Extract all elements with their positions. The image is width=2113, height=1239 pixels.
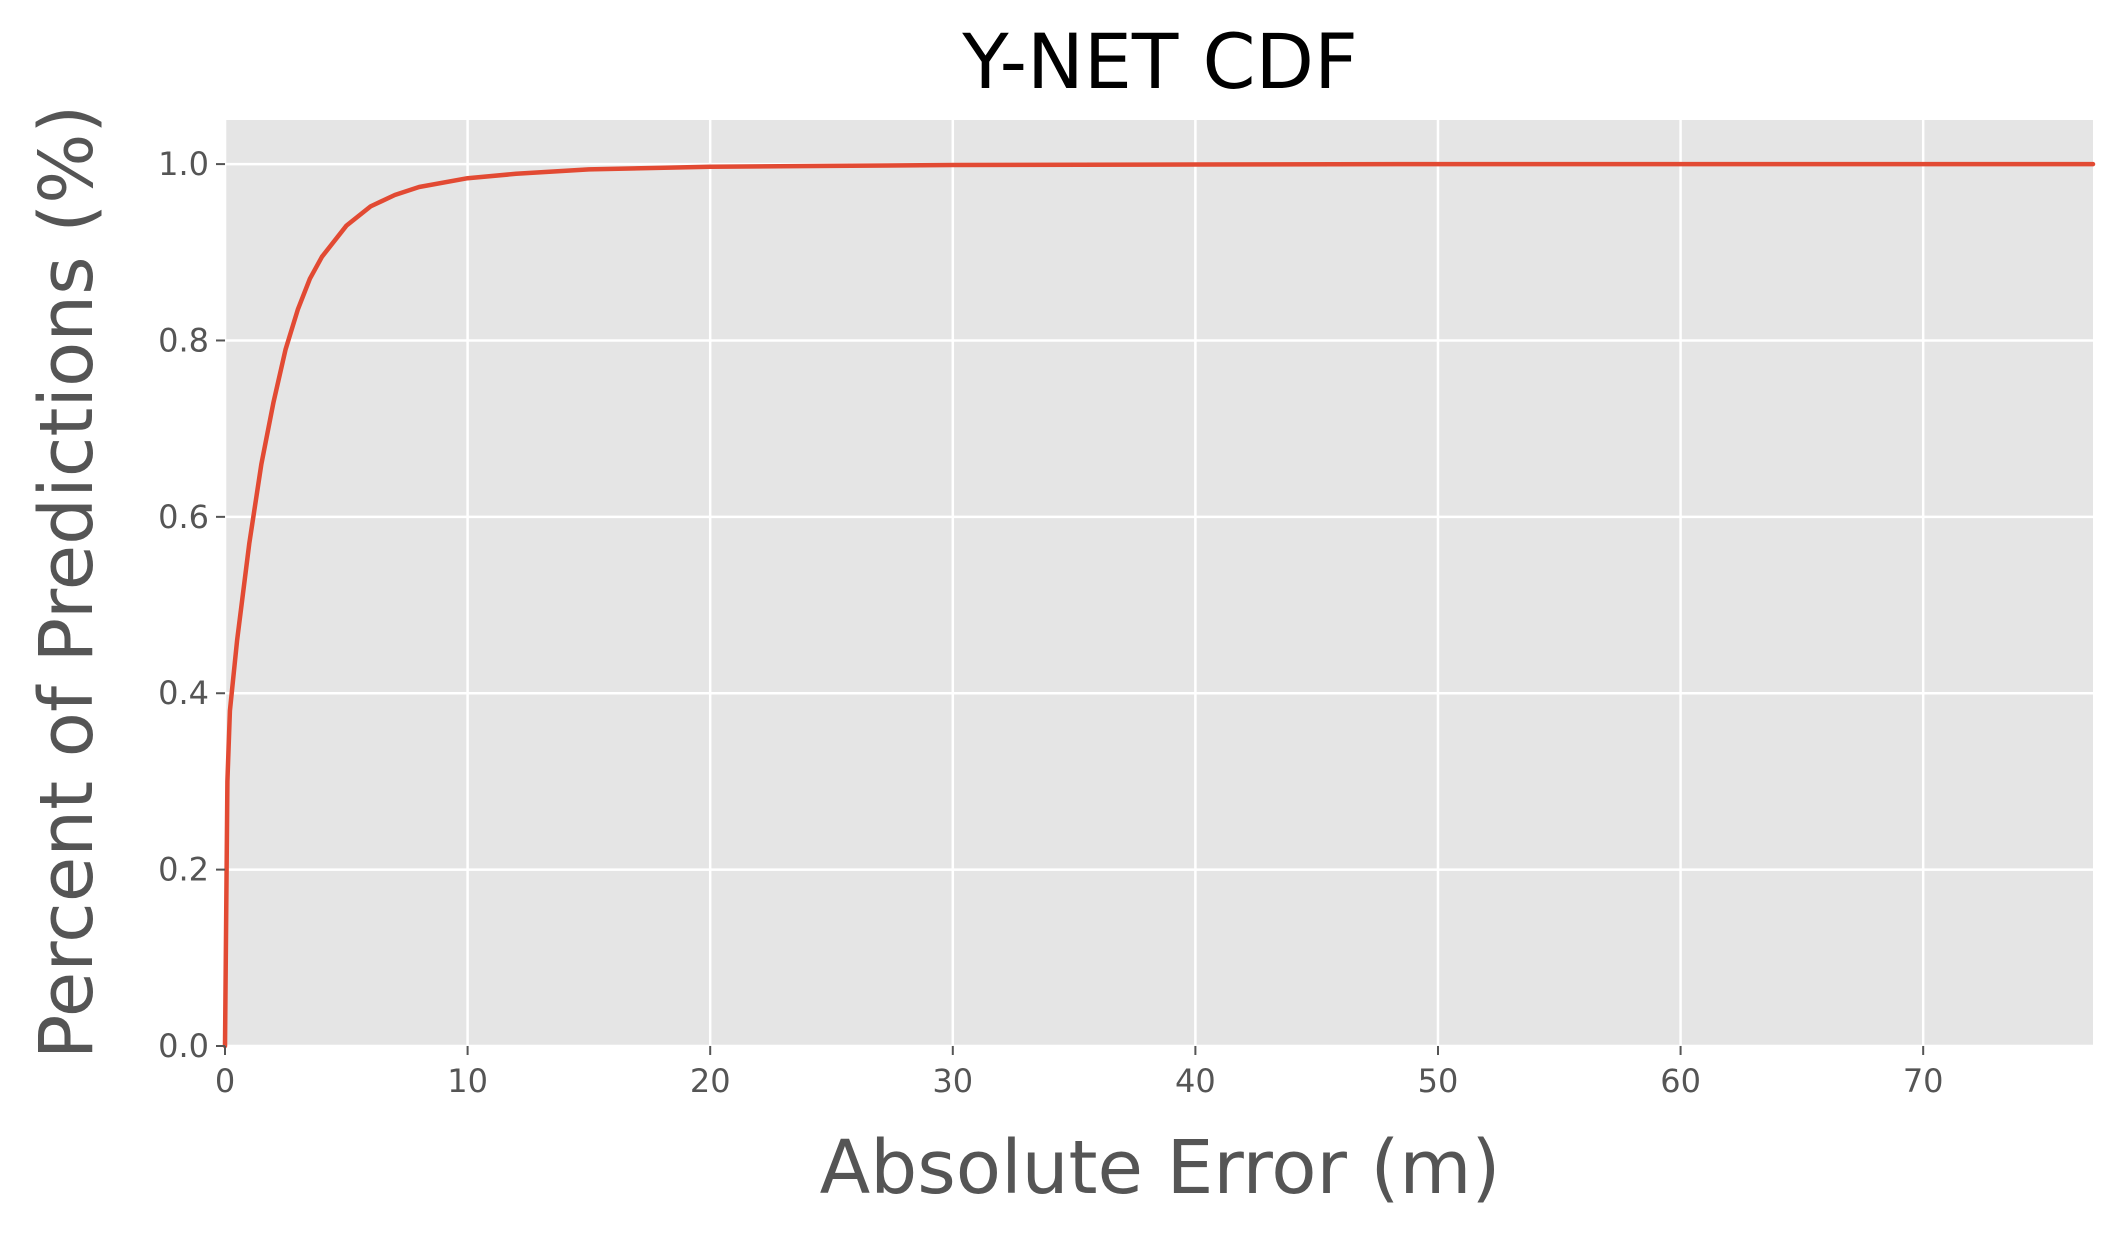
x-tick-label: 0: [215, 1062, 235, 1100]
x-tick-label: 30: [932, 1062, 973, 1100]
x-tick-label: 60: [1660, 1062, 1701, 1100]
y-tick-label: 0.2: [158, 851, 209, 889]
x-axis-label: Absolute Error (m): [820, 1125, 1501, 1211]
x-tick-label: 70: [1903, 1062, 1944, 1100]
cdf-series-line: [222, 161, 2096, 1049]
y-axis-label: Percent of Predictions (%): [24, 105, 110, 1060]
y-tick-label: 1.0: [158, 145, 209, 183]
x-grid: [223, 120, 1925, 1046]
chart-title: Y-NET CDF: [961, 17, 1358, 106]
x-axis-ticks: 0 10 20 30 40 50 60 70: [215, 1046, 1944, 1100]
series-layer: [222, 161, 2096, 1049]
y-tick-label: 0.0: [158, 1027, 209, 1065]
y-tick-label: 0.6: [158, 498, 209, 536]
x-tick-label: 20: [690, 1062, 731, 1100]
x-tick-label: 50: [1418, 1062, 1459, 1100]
plot-background: [225, 120, 2093, 1046]
y-tick-label: 0.8: [158, 321, 209, 359]
x-tick-label: 10: [447, 1062, 488, 1100]
x-tick-label: 40: [1175, 1062, 1216, 1100]
y-axis-ticks: 0.0 0.2 0.4 0.6 0.8 1.0: [158, 145, 225, 1065]
y-tick-label: 0.4: [158, 674, 209, 712]
